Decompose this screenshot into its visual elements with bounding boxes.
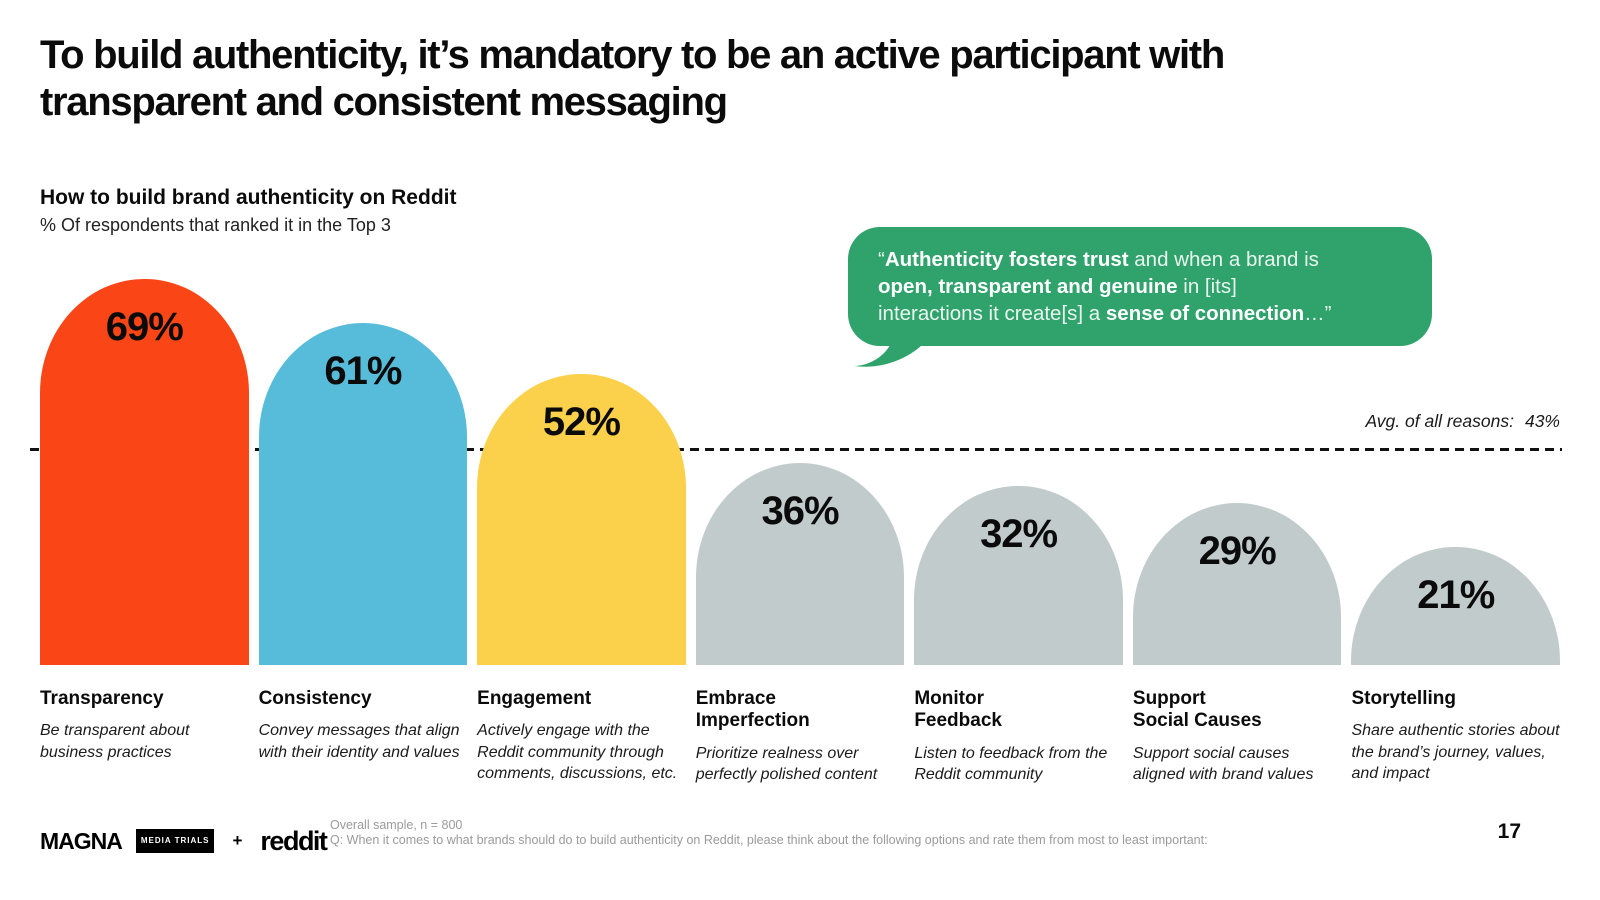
bars-row: 69% 61% 52% 36% 32% 29% 21% bbox=[40, 275, 1561, 665]
category-transparency: Transparency Be transparent about busine… bbox=[40, 688, 249, 785]
category-title: Monitor Feedback bbox=[914, 688, 1002, 732]
quote-bold-3: sense of connection bbox=[1105, 302, 1305, 325]
category-title: Storytelling bbox=[1351, 688, 1456, 709]
avg-reasons-label: Avg. of all reasons: 43% bbox=[1365, 411, 1560, 432]
avg-reasons-value: 43% bbox=[1524, 411, 1560, 431]
page-number: 17 bbox=[1497, 820, 1521, 843]
category-storytelling: Storytelling Share authentic stories abo… bbox=[1351, 688, 1560, 785]
quote-run-1: and when a brand is bbox=[1128, 248, 1319, 271]
footnote: Overall sample, n = 800 Q: When it comes… bbox=[330, 818, 1208, 848]
bar-chart: Avg. of all reasons: 43% 69% 61% 52% 36% … bbox=[30, 275, 1562, 665]
chart-header: How to build brand authenticity on Reddi… bbox=[40, 186, 456, 236]
quote-run-3: interactions it create[s] a bbox=[878, 302, 1106, 325]
magna-media-trials-badge: MEDIA TRIALS bbox=[135, 829, 215, 853]
slide-title: To build authenticity, it’s mandatory to… bbox=[40, 33, 1225, 124]
bar-storytelling: 21% bbox=[1351, 547, 1561, 665]
category-title: Support Social Causes bbox=[1132, 688, 1262, 732]
quote-bold-1: Authenticity fosters trust bbox=[884, 248, 1129, 271]
quote-run-2: in [its] bbox=[1177, 275, 1237, 298]
avg-reasons-text: Avg. of all reasons: bbox=[1365, 411, 1514, 431]
bar-transparency: 69% bbox=[40, 278, 249, 665]
category-description: Share authentic stories about the brand’… bbox=[1351, 722, 1560, 782]
bar-value-label: 29% bbox=[1198, 528, 1277, 573]
bar-value-label: 36% bbox=[761, 489, 839, 534]
category-description: Prioritize realness over perfectly polis… bbox=[695, 744, 878, 783]
quote-close: …” bbox=[1304, 302, 1332, 325]
bar-value-label: 69% bbox=[105, 304, 184, 349]
bar-value-label: 52% bbox=[542, 399, 621, 444]
category-description: Actively engage with the Reddit communit… bbox=[477, 722, 678, 782]
bar-monitor-feedback: 32% bbox=[914, 485, 1123, 665]
quote-open: “ bbox=[878, 248, 885, 271]
plus-sign: + bbox=[232, 831, 243, 850]
avg-dashed-line bbox=[30, 448, 1562, 451]
category-description: Be transparent about business practices bbox=[40, 722, 190, 761]
quote-text: “Authenticity fosters trust and when a b… bbox=[878, 246, 1408, 327]
category-engagement: Engagement Actively engage with the Redd… bbox=[477, 688, 686, 785]
quote-bubble-tail-icon bbox=[854, 337, 922, 367]
category-embrace-imperfection: Embrace Imperfection Prioritize realness… bbox=[696, 688, 905, 785]
footnote-question: Q: When it comes to what brands should d… bbox=[330, 833, 1208, 847]
footer-logos: MAGNA MEDIA TRIALS + reddit bbox=[40, 825, 328, 856]
bar-consistency: 61% bbox=[258, 323, 468, 665]
category-description: Support social causes aligned with brand… bbox=[1132, 744, 1314, 783]
quote-bubble: “Authenticity fosters trust and when a b… bbox=[848, 227, 1432, 367]
category-support-social-causes: Support Social Causes Support social cau… bbox=[1133, 688, 1342, 785]
category-description: Convey messages that align with their id… bbox=[258, 722, 460, 761]
category-description: Listen to feedback from the Reddit commu… bbox=[914, 744, 1108, 783]
category-title: Consistency bbox=[258, 688, 372, 709]
category-title: Transparency bbox=[40, 688, 164, 709]
reddit-logo: reddit bbox=[260, 825, 328, 856]
footnote-sample: Overall sample, n = 800 bbox=[330, 818, 463, 832]
category-consistency: Consistency Convey messages that align w… bbox=[259, 688, 468, 785]
category-monitor-feedback: Monitor Feedback Listen to feedback from… bbox=[914, 688, 1123, 785]
bar-support-social-causes: 29% bbox=[1132, 502, 1342, 665]
quote-bold-2: open, transparent and genuine bbox=[878, 275, 1178, 298]
bar-value-label: 32% bbox=[980, 511, 1058, 556]
chart-heading: How to build brand authenticity on Reddi… bbox=[40, 186, 457, 209]
category-title: Engagement bbox=[477, 688, 592, 709]
magna-logo: MAGNA bbox=[40, 827, 123, 854]
category-title: Embrace Imperfection bbox=[695, 688, 810, 732]
bar-value-label: 61% bbox=[324, 349, 402, 394]
bar-embrace-imperfection: 36% bbox=[695, 463, 905, 665]
bar-engagement: 52% bbox=[477, 373, 686, 665]
chart-subheading: % Of respondents that ranked it in the T… bbox=[40, 215, 391, 235]
bar-value-label: 21% bbox=[1417, 573, 1495, 618]
category-labels-row: Transparency Be transparent about busine… bbox=[40, 688, 1560, 785]
